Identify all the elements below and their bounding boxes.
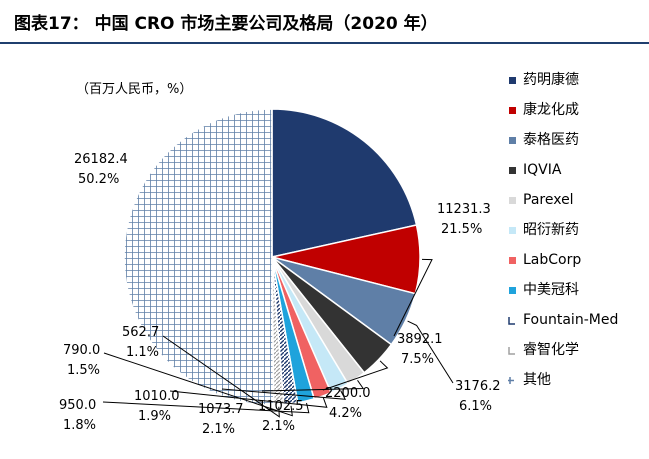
legend-item-fountain-med: Fountain-Med [508,312,618,328]
legend-item-其他: 其他 [508,372,551,388]
pct-label-康龙化成: 7.5% [401,352,434,367]
legend-item-iqvia: IQVIA [509,162,562,178]
leader-line-labcorp [169,390,328,408]
value-label-parexel: 1102.5 [258,399,304,414]
value-label-昭衍新药: 1073.7 [198,402,244,417]
pct-label-睿智化学: 1.1% [126,345,159,360]
legend-label-康龙化成: 康龙化成 [523,101,579,118]
pie-slice-药明康德 [271,108,418,258]
unit-note: （百万人民币，%） [76,82,192,97]
legend-label-泰格医药: 泰格医药 [523,132,579,148]
legend-swatch-泰格医药 [509,137,516,144]
legend-item-药明康德: 药明康德 [509,71,579,88]
leader-line-睿智化学 [162,335,280,418]
title-bar: 图表17： 中国 CRO 市场主要公司及格局（2020 年） [0,0,649,44]
leader-line-fountain-med [103,352,293,417]
pct-label-fountain-med: 1.5% [67,363,100,378]
pct-label-药明康德: 21.5% [441,222,482,237]
title-divider [0,42,649,44]
value-label-泰格医药: 3176.2 [455,379,501,394]
pct-label-其他: 50.2% [78,172,119,187]
legend-swatch-其他 [508,377,514,384]
pct-label-泰格医药: 6.1% [459,399,492,414]
legend-item-parexel: Parexel [509,192,574,208]
value-label-中美冠科: 950.0 [59,398,96,413]
legend-swatch-fountain-med [508,317,515,325]
legend-item-中美冠科: 中美冠科 [509,282,579,298]
legend-label-fountain-med: Fountain-Med [523,312,618,328]
leader-lines [102,258,454,418]
leader-line-昭衍新药 [221,388,347,400]
legend-swatch-药明康德 [509,77,516,84]
leader-line-parexel [261,380,365,392]
legend-swatch-康龙化成 [509,107,516,114]
legend-label-labcorp: LabCorp [523,252,581,268]
legend-label-睿智化学: 睿智化学 [523,342,579,358]
value-label-睿智化学: 562.7 [122,325,159,340]
legend-label-iqvia: IQVIA [523,162,562,178]
page-title: 图表17： 中国 CRO 市场主要公司及格局（2020 年） [14,14,438,34]
legend-label-药明康德: 药明康德 [523,71,579,88]
pct-label-中美冠科: 1.8% [63,418,96,433]
legend-swatch-中美冠科 [509,287,516,294]
legend-item-睿智化学: 睿智化学 [508,342,579,358]
legend-swatch-parexel [509,197,516,204]
leader-line-iqvia [322,360,389,391]
legend-swatch-iqvia [509,167,516,174]
leader-line-中美冠科 [102,401,310,414]
legend-item-labcorp: LabCorp [509,252,581,268]
pct-label-parexel: 2.1% [262,419,295,434]
legend-item-昭衍新药: 昭衍新药 [509,222,579,238]
leader-line-康龙化成 [393,258,433,337]
legend-label-中美冠科: 中美冠科 [523,282,579,298]
legend-item-康龙化成: 康龙化成 [509,101,579,118]
pie-slice-其他 [123,108,275,406]
pie-slices [123,108,421,406]
legend-item-泰格医药: 泰格医药 [509,132,579,148]
pct-label-labcorp: 1.9% [138,409,171,424]
legend-label-parexel: Parexel [523,192,574,208]
value-label-iqvia: 2200.0 [325,386,371,401]
leader-line-泰格医药 [407,320,454,384]
value-label-康龙化成: 3892.1 [397,332,443,347]
pct-label-iqvia: 4.2% [329,406,362,421]
legend-label-其他: 其他 [523,372,551,388]
value-label-labcorp: 1010.0 [134,389,180,404]
value-label-药明康德: 11231.3 [437,202,491,217]
value-label-其他: 26182.4 [74,152,128,167]
legend-swatch-睿智化学 [508,347,515,355]
legend-label-昭衍新药: 昭衍新药 [523,222,579,238]
legend-swatch-昭衍新药 [509,227,516,234]
value-label-fountain-med: 790.0 [63,343,100,358]
legend-swatch-labcorp [509,257,516,264]
pct-label-昭衍新药: 2.1% [202,422,235,437]
data-labels: 11231.3 21.5% 3892.1 7.5% 3176.2 6.1% 2200.0 4.… [59,152,501,437]
